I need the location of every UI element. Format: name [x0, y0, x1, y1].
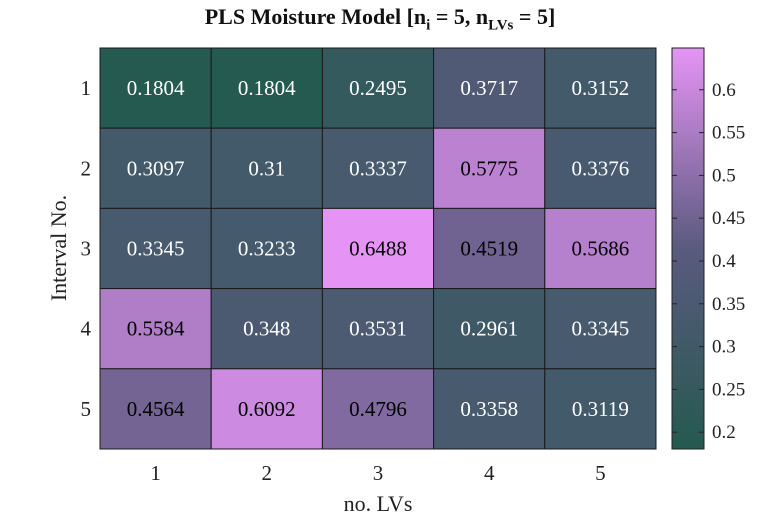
x-tick-label: 4 — [484, 461, 495, 485]
cell-value-label: 0.2961 — [460, 317, 518, 341]
heatmap-cell — [99, 288, 212, 370]
heatmap-cell — [210, 288, 323, 370]
x-tick-label: 3 — [373, 461, 384, 485]
cell-value-label: 0.3376 — [572, 156, 630, 180]
colorbar-tick-label: 0.55 — [712, 123, 745, 144]
heatmap-cell — [99, 207, 212, 290]
colorbar-tick-label: 0.5 — [712, 165, 736, 186]
heatmap-cell — [210, 207, 323, 290]
cell-value-label: 0.2495 — [349, 76, 407, 100]
x-axis-label: no. LVs — [344, 491, 413, 516]
cell-value-label: 0.3717 — [460, 76, 518, 100]
heatmap-cell — [99, 127, 212, 209]
colorbar-tick-label: 0.6 — [712, 80, 736, 101]
y-tick-label: 2 — [81, 156, 92, 180]
cell-value-label: 0.3531 — [349, 317, 407, 341]
heatmap-cell — [544, 127, 657, 209]
heatmap-cell — [210, 368, 323, 450]
colorbar-tick-label: 0.25 — [712, 379, 745, 400]
y-tick-label: 1 — [81, 76, 92, 100]
y-tick-label: 3 — [81, 237, 92, 261]
cell-value-label: 0.3119 — [572, 397, 629, 421]
cell-value-label: 0.5584 — [127, 317, 185, 341]
cell-value-label: 0.4519 — [460, 237, 518, 261]
cell-value-label: 0.3152 — [572, 76, 630, 100]
cell-value-label: 0.3337 — [349, 156, 407, 180]
heatmap-cell — [99, 368, 212, 450]
y-tick-label: 5 — [81, 397, 92, 421]
cell-value-label: 0.31 — [248, 156, 285, 180]
colorbar-tick-label: 0.3 — [712, 337, 736, 358]
x-tick-label: 1 — [150, 461, 161, 485]
heatmap-cell — [544, 368, 657, 450]
x-tick-label: 2 — [262, 461, 273, 485]
heatmap-cell — [321, 288, 435, 370]
heatmap-cell — [544, 47, 657, 129]
colorbar-tick-label: 0.2 — [712, 422, 736, 443]
heatmap-cell — [99, 47, 212, 129]
cell-value-label: 0.4796 — [349, 397, 407, 421]
cell-value-label: 0.3097 — [127, 156, 185, 180]
cell-value-label: 0.3358 — [460, 397, 518, 421]
cell-value-label: 0.6488 — [349, 237, 407, 261]
cell-value-label: 0.3345 — [572, 317, 630, 341]
cell-value-label: 0.3233 — [238, 237, 296, 261]
cell-value-label: 0.5775 — [460, 156, 518, 180]
x-tick-label: 5 — [595, 461, 606, 485]
heatmap-cell — [433, 127, 546, 209]
heatmap-cell — [210, 47, 323, 129]
colorbar-tick-label: 0.45 — [712, 208, 745, 229]
colorbar-tick-label: 0.4 — [712, 251, 736, 272]
heatmap-cell — [433, 207, 546, 290]
heatmap-cell — [210, 127, 323, 209]
y-tick-label: 4 — [81, 317, 92, 341]
cell-value-label: 0.4564 — [127, 397, 185, 421]
y-axis-label: Interval No. — [46, 195, 71, 301]
heatmap-cell — [544, 207, 657, 290]
cell-value-label: 0.3345 — [127, 237, 185, 261]
heatmap-cell — [321, 368, 435, 450]
cell-value-label: 0.1804 — [127, 76, 185, 100]
cell-value-label: 0.1804 — [238, 76, 296, 100]
chart-title: PLS Moisture Model [ni = 5, nLVs = 5] — [204, 4, 556, 34]
cell-value-label: 0.348 — [243, 317, 290, 341]
heatmap-cell — [433, 288, 546, 370]
colorbar — [671, 47, 705, 450]
heatmap-cell — [433, 47, 546, 129]
heatmap-cell — [433, 368, 546, 450]
heatmap-cell — [544, 288, 657, 370]
cell-value-label: 0.6092 — [238, 397, 296, 421]
heatmap-cell — [321, 207, 435, 290]
heatmap-cell — [321, 47, 435, 129]
cell-value-label: 0.5686 — [572, 237, 630, 261]
colorbar-tick-label: 0.35 — [712, 294, 745, 315]
